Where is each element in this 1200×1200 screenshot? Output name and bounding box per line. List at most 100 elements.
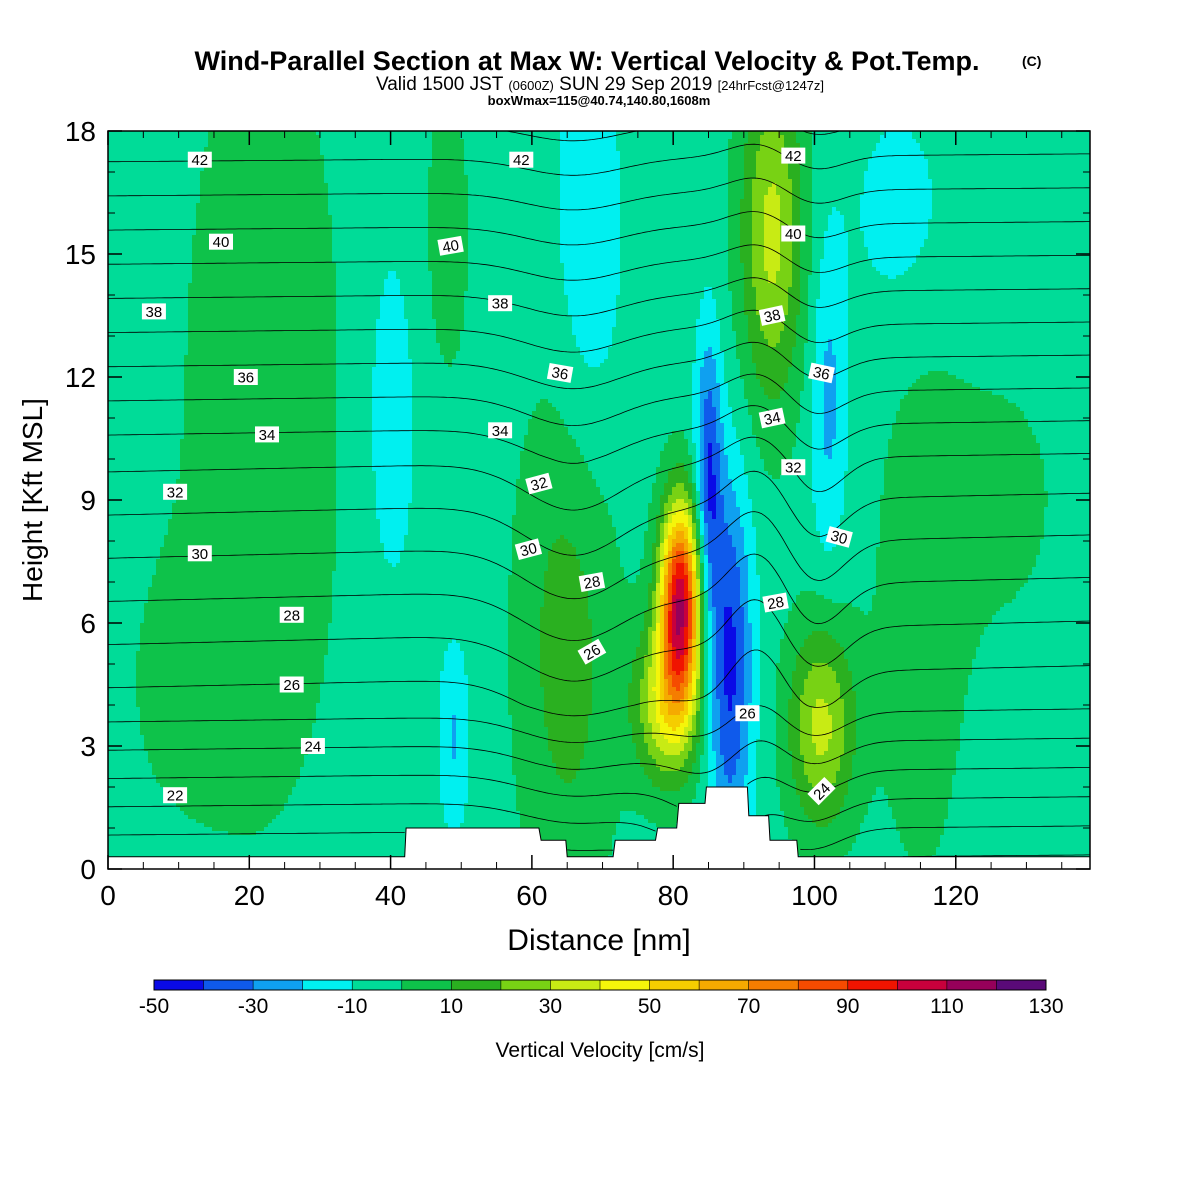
theta-contours [108,131,1090,858]
theta-contour-line [108,341,1090,390]
colorbar-tick-label: 70 [737,995,760,1018]
contour-label-text: 34 [492,423,509,440]
theta-contour-line [108,553,1090,641]
contour-label: 34 [255,426,279,444]
theta-contour-line [108,277,1090,317]
y-tick-label: 18 [65,116,96,147]
theta-contour-line [108,244,1090,281]
contour-label: 28 [279,606,304,624]
colorbar-tick-label: -10 [337,995,367,1018]
contour-label-text: 38 [146,304,163,321]
contour-label-text: 42 [191,152,208,169]
contour-label: 34 [758,407,786,429]
contour-label: 40 [437,235,464,257]
contour-label-text: 28 [766,594,785,614]
colorbar-swatch [203,980,254,990]
theta-contour-line [108,796,1090,832]
colorbar-swatch [154,980,204,990]
velocity-field [108,131,1090,869]
contour-label: 30 [187,545,212,563]
colorbar: -50 -30 -10 10 30 50 70 90 110 130 [139,979,1064,1018]
theta-contour-line [108,211,1090,246]
contour-label: 38 [488,295,513,313]
copyright-mark: (C) [1022,53,1041,69]
contour-label-text: 40 [213,234,230,251]
contour-label: 30 [514,538,543,561]
contour-label-text: 40 [785,226,802,243]
contour-label: 26 [577,638,607,665]
x-tick-label: 20 [234,880,265,911]
contour-label: 28 [578,572,606,593]
colorbar-swatch [798,980,849,990]
contour-label: 28 [762,592,789,614]
contour-label-text: 32 [167,484,184,501]
contour-label-text: 34 [762,409,782,429]
contour-label-text: 32 [529,474,550,495]
colorbar-swatch [897,980,948,990]
terrain [107,786,1091,870]
theta-contour-line [108,143,1090,176]
colorbar-swatch [996,980,1047,990]
contour-label: 36 [233,369,258,387]
y-axis-label: Height [Kft MSL] [17,398,48,602]
x-tick-label: 0 [100,880,116,911]
contour-label: 34 [488,422,513,440]
colorbar-swatch [649,980,700,990]
contour-label: 42 [781,147,806,165]
y-tick-label: 0 [80,854,96,885]
y-tick-label: 3 [80,731,96,762]
contour-label: 22 [163,787,188,805]
x-tick-label: 120 [932,880,979,911]
contour-label: 42 [509,151,534,169]
x-axis: 0 20 40 60 80 100 120 [100,131,1063,911]
colorbar-tick-label: -30 [238,995,268,1018]
x-tick-label: 40 [375,880,406,911]
colorbar-tick-label: 110 [930,995,963,1018]
contour-label-text: 30 [191,546,208,563]
contour-label: 24 [300,738,325,756]
y-tick-label: 9 [80,485,96,516]
colorbar-tick-label: 30 [539,995,562,1018]
colorbar-swatch [600,980,650,990]
valid-date: SUN 29 Sep 2019 [559,74,712,95]
colorbar-tick-label: -50 [139,995,169,1018]
colorbar-swatch [451,980,502,990]
contour-label: 38 [141,303,166,321]
contour-label: 42 [187,151,212,169]
contour-label-text: 28 [582,573,601,593]
colorbar-swatch [847,980,898,990]
colorbar-tick-label: 90 [836,995,859,1018]
contour-label-text: 38 [762,306,782,326]
x-tick-label: 100 [791,880,838,911]
chart-title: Wind-Parallel Section at Max W: Vertical… [195,46,980,76]
contour-label-text: 32 [785,460,802,477]
theta-contour-line [108,373,1090,427]
theta-contour-line [108,436,1090,511]
theta-contour-line [108,599,1090,682]
contour-label: 36 [546,362,574,384]
theta-contour-line [108,309,1090,353]
colorbar-swatch [946,980,997,990]
colorbar-swatch [699,980,749,990]
valid-time: Valid 1500 JST [376,74,504,95]
contour-label-text: 34 [259,427,276,444]
contour-label-text: 40 [441,237,460,257]
contour-label-text: 26 [739,706,756,723]
contour-label-text: 30 [518,540,539,561]
utc-time: (0600Z) [508,78,554,93]
theta-contour-line [108,649,1090,717]
contour-label-text: 28 [283,607,300,624]
contour-label-text: 38 [492,296,509,313]
colorbar-tick-label: 130 [1028,995,1063,1018]
colorbar-swatch [550,980,601,990]
contour-label: 26 [279,676,304,694]
colorbar-swatch [352,980,403,990]
colorbar-swatch [302,980,353,990]
theta-contour-line [108,825,1090,851]
theta-contour-line [108,511,1090,600]
contour-label-text: 36 [550,364,569,384]
colorbar-label: Vertical Velocity [cm/s] [496,1039,705,1062]
colorbar-swatch [253,980,303,990]
